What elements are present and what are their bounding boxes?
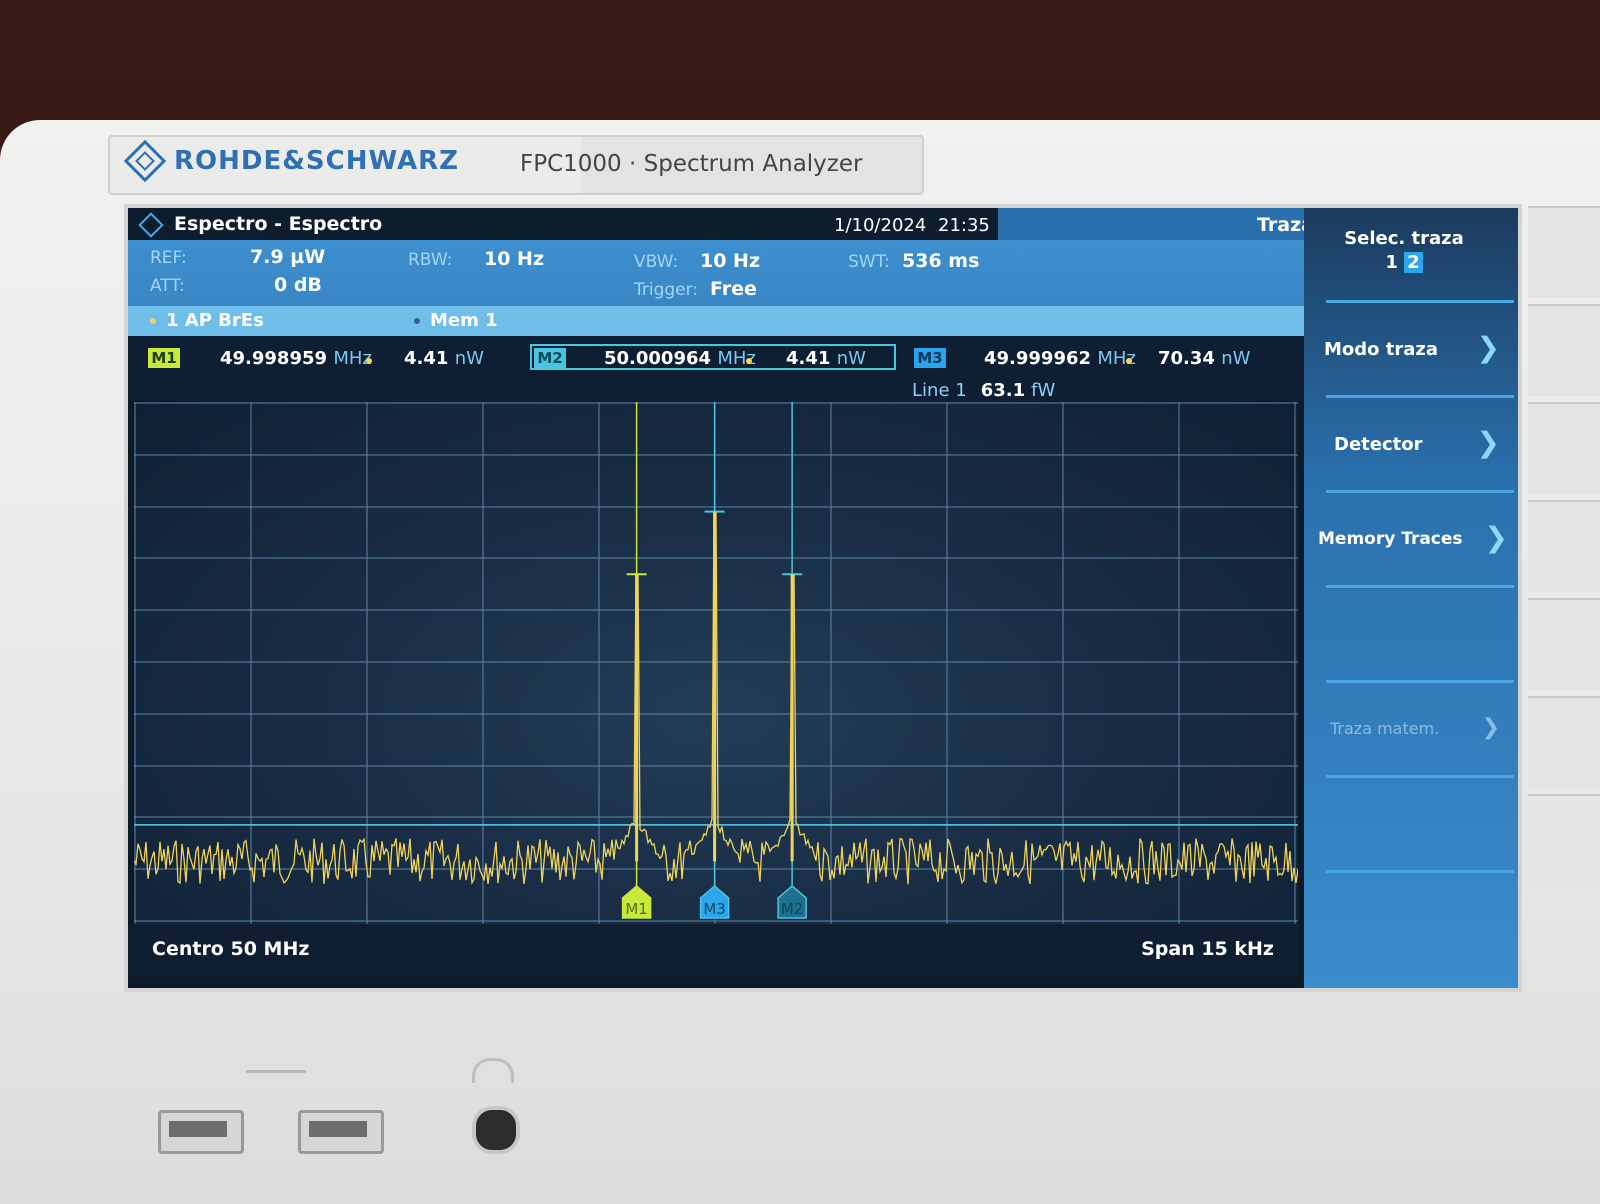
trigger-label: Trigger: <box>634 280 699 300</box>
selec-traza-options: 1 2 <box>1304 252 1504 273</box>
marker-m2-dot <box>746 358 752 364</box>
mem-dot <box>414 318 420 324</box>
marker-m2-freq: 50.000964 MHz <box>604 348 756 369</box>
swt-label: SWT: <box>848 252 890 272</box>
hw-key-3[interactable] <box>1528 402 1600 494</box>
hw-key-7[interactable] <box>1528 794 1600 886</box>
att-label: ATT: <box>150 276 185 296</box>
ref-value: 7.9 µW <box>250 246 326 268</box>
chevron-right-icon: ❯ <box>1481 715 1500 740</box>
marker-m3-power: 70.34 nW <box>1158 348 1251 369</box>
hw-key-4[interactable] <box>1528 500 1600 592</box>
measurement-params[interactable]: REF: 7.9 µW ATT: 0 dB RBW: 10 Hz VBW: 10… <box>128 240 1328 306</box>
rs-diamond-icon <box>138 212 164 238</box>
plot-footer: Centro 50 MHz Span 15 kHz <box>128 924 1298 976</box>
rbw-value: 10 Hz <box>484 248 545 270</box>
date-display: 1/10/2024 <box>834 215 927 236</box>
marker-lines: M1 M3 M2 <box>621 402 807 919</box>
hardware-softkeys <box>1528 206 1600 890</box>
marker-tag-m2 <box>777 885 807 919</box>
marker-tag-m1 <box>621 885 652 919</box>
traza-matem-label: Traza matem. <box>1330 719 1440 738</box>
usb-port-1[interactable] <box>158 1110 244 1154</box>
hw-key-1[interactable] <box>1528 206 1600 298</box>
trigger-value: Free <box>710 278 757 300</box>
headphone-jack[interactable] <box>472 1106 520 1154</box>
softkey-detector[interactable]: Detector ❯ <box>1304 398 1518 493</box>
vbw-value: 10 Hz <box>700 250 761 272</box>
softkey-selec-traza[interactable]: Selec. traza 1 2 <box>1304 208 1518 303</box>
chevron-right-icon: ❯ <box>1476 331 1500 364</box>
hw-key-6[interactable] <box>1528 696 1600 788</box>
modo-traza-label: Modo traza <box>1324 339 1439 360</box>
marker-m3-badge: M3 <box>914 348 946 368</box>
marker-m2-power: 4.41 nW <box>786 348 866 369</box>
marker-m3-freq: 49.999962 MHz <box>984 348 1136 369</box>
marker-tag-label-m3: M3 <box>703 900 726 918</box>
trace-info-bar[interactable]: 1 AP BrEs Mem 1 <box>128 306 1328 336</box>
trace1-dot <box>150 318 156 324</box>
marker-readout[interactable]: M1 49.998959 MHz 4.41 nW M2 50.000964 MH… <box>128 336 1328 402</box>
softkey-empty-2[interactable] <box>1304 778 1518 873</box>
marker-m1-badge: M1 <box>148 348 180 368</box>
softkey-empty-1[interactable] <box>1304 588 1518 683</box>
softkey-panel: Selec. traza 1 2 Modo traza ❯ Detector ❯… <box>1304 208 1518 988</box>
time-display: 21:35 <box>938 215 990 236</box>
active-marker-frame[interactable] <box>530 344 896 370</box>
display-line-readout: Line 1 63.1 fW <box>912 380 1056 401</box>
rbw-label: RBW: <box>408 250 453 270</box>
headphone-icon <box>472 1058 514 1083</box>
traza-panel-header: Traza <box>998 208 1328 240</box>
chevron-right-icon: ❯ <box>1476 426 1500 459</box>
traza-panel-title: Traza <box>1257 214 1314 236</box>
usb-icon <box>246 1070 306 1083</box>
hw-key-2[interactable] <box>1528 304 1600 396</box>
marker-m1-freq: 49.998959 MHz <box>220 348 372 369</box>
center-frequency[interactable]: Centro 50 MHz <box>152 938 310 960</box>
brand-name: ROHDE&SCHWARZ <box>174 146 459 176</box>
model-name: FPC1000 · Spectrum Analyzer <box>520 151 863 177</box>
frequency-span[interactable]: Span 15 kHz <box>1141 938 1274 960</box>
marker-m3-dot <box>1126 358 1132 364</box>
ref-label: REF: <box>150 248 187 268</box>
memory-traces-label: Memory Traces <box>1318 529 1463 549</box>
marker-tag-label-m1: M1 <box>625 900 648 918</box>
brand-plate <box>108 135 924 195</box>
spectrum-svg[interactable]: M1 M3 M2 <box>134 402 1298 924</box>
spectrum-plot[interactable]: M1 M3 M2 <box>134 402 1298 924</box>
vbw-label: VBW: <box>634 252 679 272</box>
selec-traza-label: Selec. traza <box>1344 228 1464 249</box>
softkey-modo-traza[interactable]: Modo traza ❯ <box>1304 303 1518 398</box>
usb-port-2[interactable] <box>298 1110 384 1154</box>
marker-tag-label-m2: M2 <box>781 900 804 918</box>
detector-label: Detector <box>1334 434 1423 455</box>
mode-title[interactable]: Espectro - Espectro <box>174 213 383 235</box>
trace1-label: 1 AP BrEs <box>166 310 264 331</box>
softkey-traza-matem[interactable]: Traza matem. ❯ <box>1304 683 1518 778</box>
hw-key-5[interactable] <box>1528 598 1600 690</box>
marker-tag-m3 <box>699 885 730 919</box>
chevron-right-icon: ❯ <box>1484 521 1508 554</box>
analyzer-screen: Espectro - Espectro 1/10/2024 21:35 Traz… <box>128 208 1518 988</box>
marker-m2-badge: M2 <box>534 348 566 368</box>
att-value: 0 dB <box>274 274 322 296</box>
marker-m1-dot <box>366 358 372 364</box>
swt-value: 536 ms <box>902 250 980 272</box>
softkey-memory-traces[interactable]: Memory Traces ❯ <box>1304 493 1518 588</box>
marker-m1-power: 4.41 nW <box>404 348 484 369</box>
mem-label: Mem 1 <box>430 310 498 331</box>
